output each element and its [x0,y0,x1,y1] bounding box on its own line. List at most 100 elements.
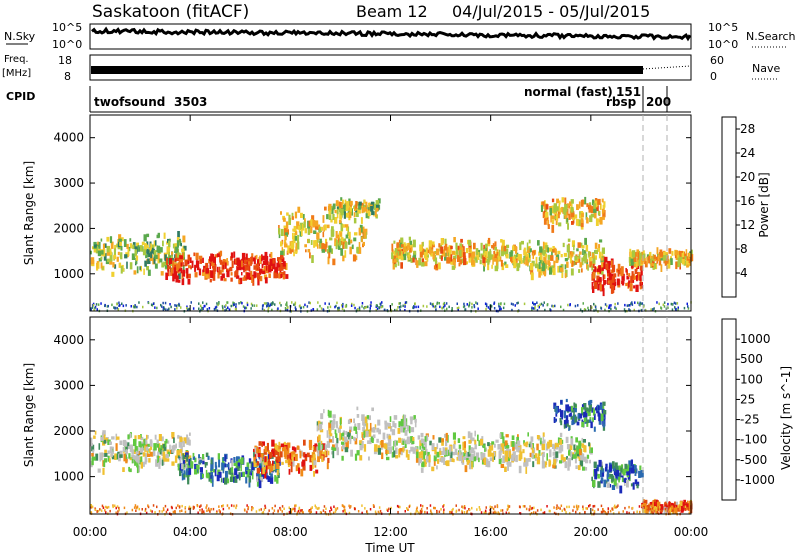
echo-cell [549,267,552,275]
echo-cell [264,504,266,508]
echo-cell [142,249,147,256]
echo-cell [598,413,601,422]
echo-cell [330,506,332,509]
echo-cell [259,473,262,480]
echo-cell [533,511,535,514]
echo-cell [298,506,301,510]
echo-cell [494,443,496,448]
echo-cell [540,250,542,258]
echo-cell [116,453,118,460]
echo-cell [253,465,256,470]
echo-cell [404,303,406,306]
echo-cell [593,510,596,513]
echo-cell [91,444,95,452]
echo-cell [297,234,300,243]
echo-cell [527,247,530,253]
echo-cell [375,210,377,217]
echo-cell [471,252,474,261]
echo-cell [516,252,519,257]
echo-cell [604,280,607,284]
echo-cell [418,451,421,459]
echo-cell [111,436,115,440]
echo-cell [583,308,586,311]
echo-cell [118,234,122,240]
echo-cell [328,302,330,306]
echo-cell [128,466,130,472]
echo-cell [276,262,279,268]
echo-cell [349,435,352,442]
echo-cell [566,423,569,427]
echo-cell [426,507,428,510]
echo-cell [682,502,685,507]
echo-cell [158,458,161,465]
echo-cell [260,476,264,483]
echo-cell [264,506,267,509]
echo-cell [653,254,656,260]
echo-cell [223,278,227,282]
echo-cell [433,506,435,510]
echo-cell [608,306,611,309]
echo-cell [175,304,178,307]
echo-cell [595,469,598,477]
echo-cell [609,474,613,478]
echo-cell [210,463,214,471]
echo-cell [93,435,96,439]
echo-cell [587,265,589,271]
echo-cell [420,507,423,511]
echo-cell [311,457,314,462]
echo-cell [432,241,435,246]
echo-cell [326,214,329,220]
echo-cell [587,306,589,310]
echo-cell [349,506,351,509]
echo-cell [520,240,524,245]
echo-cell [233,303,235,306]
echo-cell [375,309,378,312]
echo-cell [668,248,672,254]
echo-cell [317,301,319,304]
echo-cell [235,461,239,468]
echo-cell [548,439,553,447]
echo-cell [107,304,109,308]
echo-cell [448,305,450,309]
echo-cell [327,306,329,309]
echo-cell [161,459,164,466]
echo-cell [361,441,364,449]
echo-cell [266,442,269,451]
echo-cell [601,461,603,466]
echo-cell [504,456,508,462]
echo-cell [570,206,574,213]
echo-cell [271,439,275,447]
echo-cell [663,305,666,308]
echo-cell [205,469,208,478]
echo-cell [494,265,499,272]
echo-cell [635,284,639,292]
echo-cell [247,507,249,511]
echo-cell [536,435,540,440]
echo-cell [639,510,641,514]
echo-cell [551,224,555,233]
echo-cell [284,235,287,241]
echo-cell [513,443,517,449]
echo-cell [682,507,685,512]
echo-cell [100,302,102,305]
echo-cell [570,416,573,420]
echo-cell [510,256,514,262]
echo-cell [607,280,610,284]
echo-cell [400,244,404,248]
echo-cell [274,475,277,482]
echo-cell [289,241,292,246]
echo-cell [397,251,400,256]
echo-cell [606,474,610,482]
echo-cell [312,446,315,451]
echo-cell [233,504,235,508]
echo-cell [471,448,474,454]
echo-cell [573,505,575,509]
echo-cell [140,436,144,441]
echo-cell [427,451,430,457]
echo-cell [106,236,110,242]
echo-cell [582,255,586,262]
echo-cell [183,245,187,251]
echo-cell [581,407,584,413]
echo-cell [672,506,675,515]
echo-cell [476,252,480,260]
